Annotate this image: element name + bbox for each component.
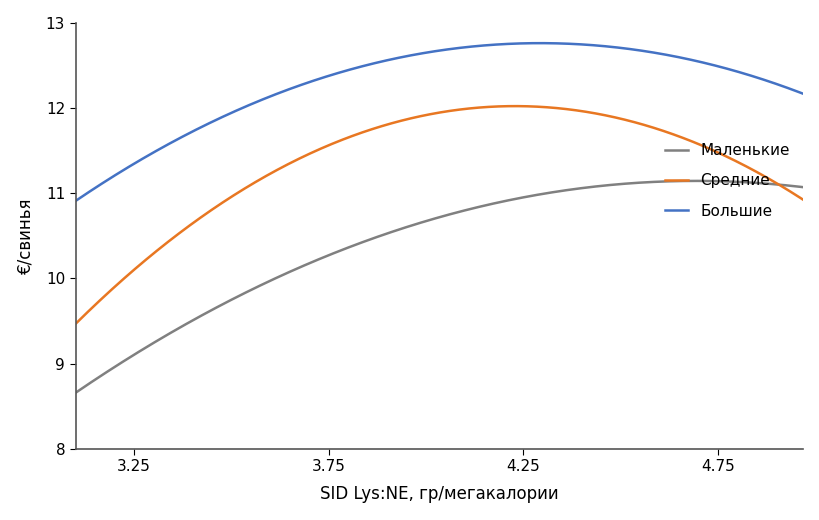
Большие [70, 198, 80, 204]
Y-axis label: €/свинья: €/свинья [16, 198, 34, 274]
Средние [798, 197, 808, 203]
Line: Большие: Большие [75, 43, 803, 201]
Line: Средние: Средние [75, 106, 803, 324]
Средние [619, 116, 629, 123]
Большие [534, 40, 544, 46]
Большие [499, 41, 509, 47]
Большие [199, 123, 209, 129]
Маленькие [690, 178, 700, 184]
Legend: Маленькие, Средние, Большие: Маленькие, Средние, Большие [658, 137, 794, 225]
Маленькие [798, 184, 808, 190]
Маленькие [499, 198, 509, 204]
Маленькие [400, 225, 410, 231]
Маленькие [556, 188, 566, 194]
X-axis label: SID Lys:NE, гр/мегакалории: SID Lys:NE, гр/мегакалории [319, 485, 558, 503]
Средние [400, 116, 410, 123]
Средние [499, 103, 509, 109]
Средние [199, 212, 209, 218]
Маленькие [618, 181, 627, 187]
Большие [619, 45, 629, 51]
Line: Маленькие: Маленькие [75, 181, 803, 393]
Средние [257, 175, 267, 181]
Средние [510, 103, 520, 109]
Маленькие [257, 281, 267, 288]
Средние [557, 106, 567, 112]
Маленькие [70, 389, 80, 396]
Большие [557, 41, 567, 47]
Большие [400, 54, 410, 60]
Большие [257, 96, 267, 102]
Маленькие [199, 311, 209, 317]
Большие [798, 90, 808, 97]
Средние [70, 321, 80, 327]
